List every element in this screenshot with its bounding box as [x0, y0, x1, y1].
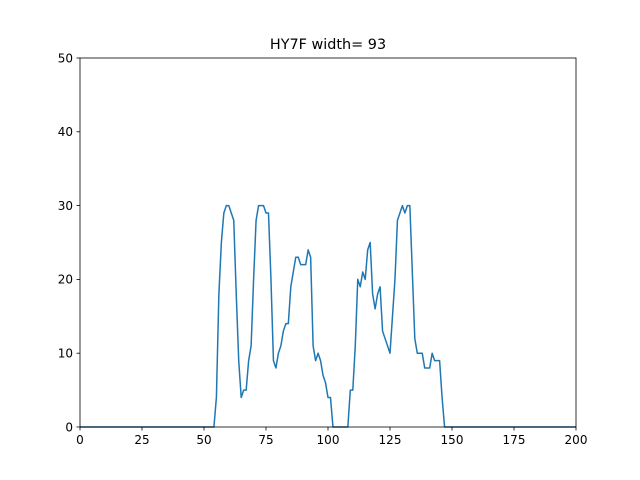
x-tick-label: 150	[441, 433, 464, 447]
x-tick-label: 125	[379, 433, 402, 447]
y-tick-label: 40	[58, 125, 73, 139]
y-tick-label: 10	[58, 347, 73, 361]
y-tick-label: 20	[58, 273, 73, 287]
axes-frame	[79, 57, 577, 428]
x-tick-label: 0	[76, 433, 84, 447]
y-tick-label: 30	[58, 199, 73, 213]
ticks-layer: 0 25 50 75 100 125 150 175 200 0 10 20 30 40 50	[58, 51, 588, 447]
plot-area	[80, 58, 576, 427]
y-tick-label: 50	[58, 51, 73, 65]
x-tick-label: 25	[134, 433, 149, 447]
x-tick-label: 200	[565, 433, 588, 447]
chart-title: HY7F width= 93	[270, 37, 386, 53]
series-layer	[80, 204, 576, 428]
y-tick-label: 0	[65, 420, 73, 434]
x-tick-label: 75	[258, 433, 273, 447]
x-tick-label: 175	[503, 433, 526, 447]
series-line-0	[80, 204, 576, 428]
x-tick-label: 100	[317, 433, 340, 447]
x-tick-label: 50	[196, 433, 211, 447]
